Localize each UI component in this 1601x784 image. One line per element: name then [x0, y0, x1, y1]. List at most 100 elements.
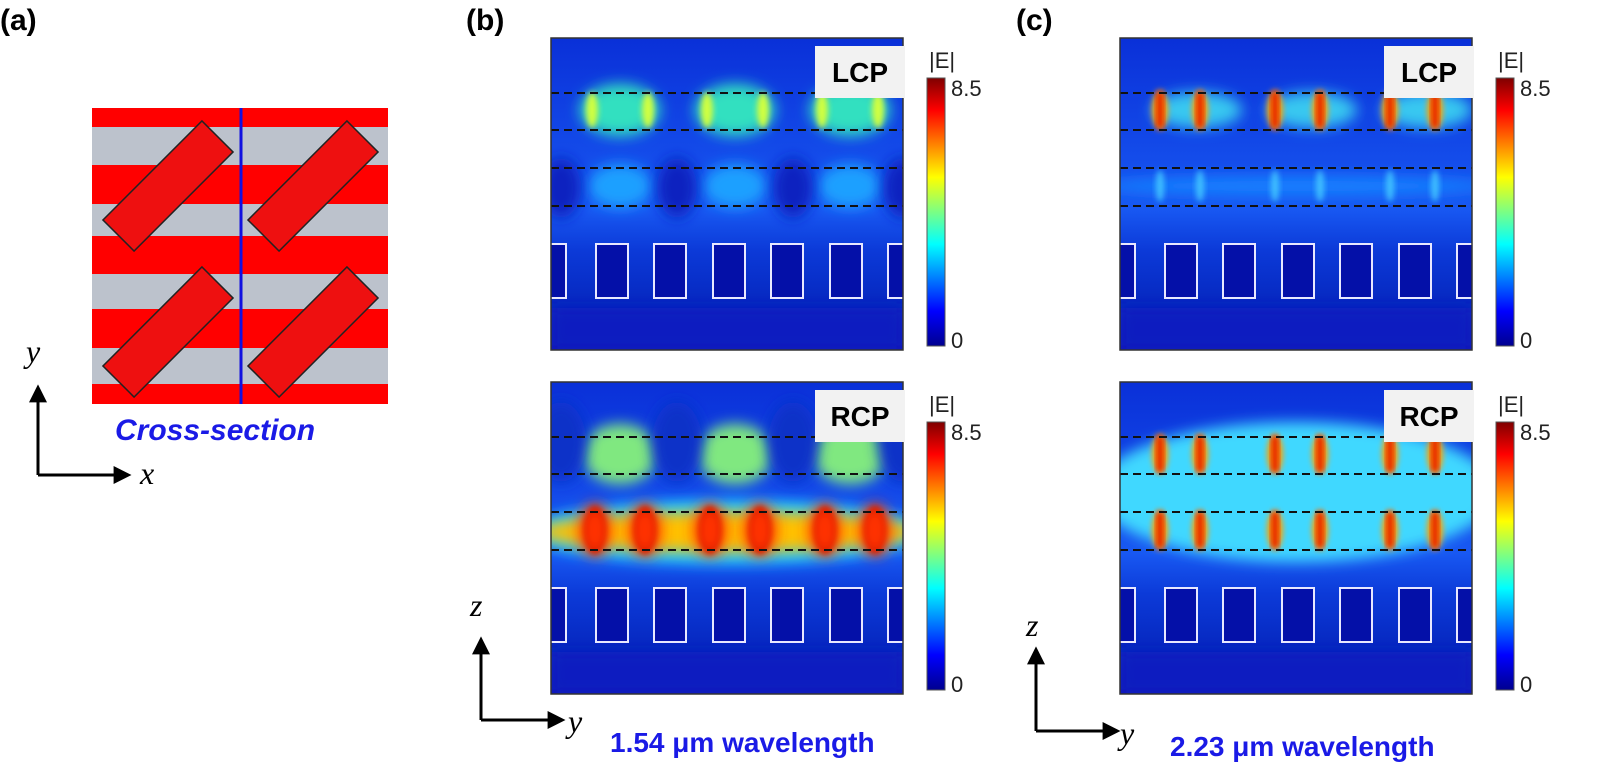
- colorbar-title: |E|: [929, 392, 955, 417]
- hotspot: [1157, 92, 1163, 128]
- hotspot: [580, 84, 660, 136]
- panel-label: (c): [1016, 4, 1053, 37]
- hotspot: [1272, 92, 1278, 128]
- hotspot: [551, 158, 581, 218]
- field-map: LCP |E| 8.5 0: [550, 37, 982, 353]
- pillar: [829, 587, 863, 643]
- hotspot: [773, 158, 813, 218]
- unit-cell: [92, 108, 388, 404]
- field-map: LCP |E| 8.5 0: [1119, 37, 1551, 353]
- colorbar-tick-label: 0: [951, 328, 963, 353]
- hotspot: [588, 164, 652, 208]
- pillar: [712, 243, 746, 299]
- axis-label: z: [469, 587, 483, 623]
- pillar: [829, 243, 863, 299]
- substrate: [551, 652, 903, 694]
- caption: Cross-section: [115, 414, 315, 447]
- panel-label: (b): [466, 4, 504, 37]
- field-map: RCP |E| 8.5 0: [1119, 381, 1551, 697]
- pillar: [1281, 587, 1315, 643]
- hotspot: [1272, 512, 1278, 548]
- colorbar: [1495, 421, 1515, 691]
- colorbar-tick-label: 8.5: [1520, 76, 1551, 101]
- hotspot: [697, 424, 773, 484]
- axis-label: y: [565, 703, 583, 739]
- hotspot: [1387, 436, 1393, 472]
- hotspot: [1386, 170, 1394, 202]
- colorbar-tick-label: 8.5: [951, 420, 982, 445]
- pillar: [1456, 243, 1472, 299]
- caption: 2.23 μm wavelength: [1170, 731, 1435, 762]
- colorbar-title: |E|: [929, 48, 955, 73]
- colorbar: [1495, 77, 1515, 347]
- hotspot: [694, 504, 726, 556]
- hotspot: [1432, 512, 1438, 548]
- axes-arrows: [29, 384, 1121, 740]
- colorbar: [926, 77, 946, 347]
- hotspot: [1387, 92, 1393, 128]
- substrate: [1120, 652, 1472, 694]
- hotspot: [701, 92, 713, 128]
- hotspot: [1317, 512, 1323, 548]
- colorbar-tick-label: 8.5: [1520, 420, 1551, 445]
- hotspot: [629, 504, 661, 556]
- hotspot: [695, 84, 775, 136]
- pillar: [712, 587, 746, 643]
- pillar: [1398, 587, 1432, 643]
- pillar: [770, 587, 804, 643]
- hotspot: [859, 504, 891, 556]
- pillar: [1120, 587, 1136, 643]
- hotspot: [582, 424, 658, 484]
- label-box: [1384, 46, 1474, 98]
- hotspot: [1157, 512, 1163, 548]
- axis-label: y: [1117, 715, 1135, 751]
- hotspot: [1197, 92, 1203, 128]
- field-map: RCP |E| 8.5 0: [550, 381, 982, 697]
- colorbar-tick-label: 0: [1520, 328, 1532, 353]
- pillar: [1164, 587, 1198, 643]
- hotspot: [818, 164, 882, 208]
- colorbar-title: |E|: [1498, 48, 1524, 73]
- colorbar: [926, 421, 946, 691]
- hotspot: [883, 158, 903, 218]
- hotspot: [657, 158, 697, 218]
- colorbar-title: |E|: [1498, 392, 1524, 417]
- map-frame: [550, 381, 904, 695]
- hotspot: [1157, 436, 1163, 472]
- hotspot: [1432, 92, 1438, 128]
- hotspot: [757, 92, 769, 128]
- pillar: [1281, 243, 1315, 299]
- axis-label: z: [1025, 607, 1039, 643]
- pillar: [1339, 587, 1373, 643]
- hotspot: [1317, 92, 1323, 128]
- pillar: [887, 243, 903, 299]
- substrate: [1120, 308, 1472, 350]
- hotspot: [1196, 170, 1204, 202]
- substrate: [551, 308, 903, 350]
- pillar: [770, 243, 804, 299]
- hotspot: [1317, 436, 1323, 472]
- hotspot: [1272, 436, 1278, 472]
- pillar: [551, 243, 567, 299]
- pillar: [1456, 587, 1472, 643]
- axis-label: y: [23, 333, 41, 369]
- hotspot: [703, 164, 767, 208]
- colorbar-tick-label: 8.5: [951, 76, 982, 101]
- pillar: [551, 587, 567, 643]
- pillar: [1164, 243, 1198, 299]
- hotspot: [1431, 170, 1439, 202]
- hotspot: [1197, 436, 1203, 472]
- hotspot: [642, 92, 654, 128]
- hotspot: [551, 402, 586, 482]
- hotspot: [1120, 176, 1472, 196]
- hotspot: [1271, 170, 1279, 202]
- field: [1120, 382, 1472, 694]
- pillar: [595, 587, 629, 643]
- map-frame: [550, 37, 904, 351]
- colorbar-tick-label: 0: [1520, 672, 1532, 697]
- label-box: [815, 46, 905, 98]
- label-box: [1384, 390, 1474, 442]
- field: [551, 38, 903, 350]
- hotspot: [1387, 512, 1393, 548]
